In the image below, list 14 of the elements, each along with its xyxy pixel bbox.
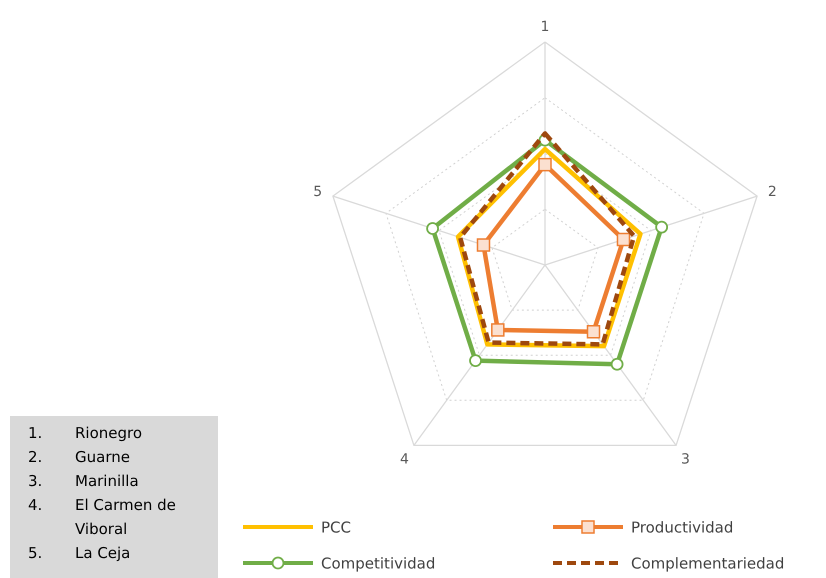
text: 5. La Ceja [28,544,130,562]
spoke-label: 4 [400,451,410,468]
text: 3. Marinilla [28,472,139,490]
text: 4. El Carmen de Viboral [28,496,176,538]
legend-label: Productividad [631,518,734,536]
text: 1. Rionegro [28,424,142,442]
legend-label: Competitividad [321,554,436,572]
spoke-label: 2 [768,184,777,200]
legend-label: Complementariedad [631,554,784,572]
text: 2. Guarne [28,448,130,466]
spoke-label: 3 [681,451,690,468]
spoke-label: 5 [313,184,322,200]
legend-label: PCC [321,518,351,536]
spoke-label: 1 [540,18,550,35]
